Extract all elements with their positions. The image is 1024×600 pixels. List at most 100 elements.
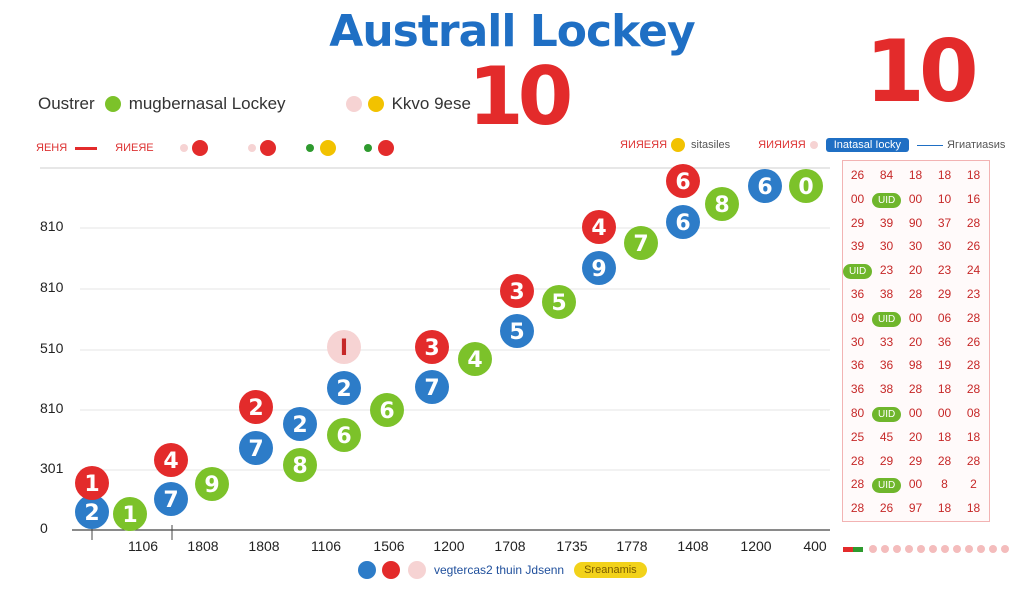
- data-point-marker: [789, 169, 823, 203]
- grid-cell: 20: [908, 263, 923, 278]
- legend-row-2: ЯЕНЯ ЯИЕЯЕ: [36, 140, 394, 156]
- pink-dot-icon: [179, 144, 188, 152]
- grid-cell: 8: [941, 477, 948, 492]
- grid-cell: 18: [937, 429, 952, 444]
- x-tick-label: 1106: [310, 538, 342, 554]
- blue-line-icon: [917, 144, 944, 146]
- grid-cell: 30: [908, 239, 923, 254]
- pink-dot-icon: [247, 144, 256, 152]
- y-tick-label: 810: [40, 400, 64, 416]
- data-point-marker: [370, 393, 404, 427]
- data-point: 2: [327, 371, 361, 405]
- grid-cell: 28: [850, 501, 865, 516]
- chart-title: Australl Lockey: [329, 6, 695, 57]
- grid-cell: 28: [908, 287, 923, 301]
- data-point-marker: [75, 466, 109, 500]
- grid-cell: 28: [966, 358, 981, 373]
- data-point-marker: [415, 330, 449, 364]
- big-number-center: 10: [468, 50, 573, 143]
- grid-cell: 00: [908, 477, 923, 492]
- data-point-label: 2: [84, 501, 99, 526]
- legend-label-r1: ЯИЯЕЯЯ: [620, 139, 668, 151]
- data-point-label: 3: [509, 280, 524, 305]
- grid-cell: 26: [966, 334, 981, 349]
- data-point-label: 2: [336, 377, 351, 402]
- data-point: 6: [666, 164, 700, 198]
- grid-cell: 23: [879, 263, 894, 278]
- data-point-marker: [327, 418, 361, 452]
- x-tick-label: 1735: [556, 538, 588, 554]
- data-point-label: 4: [163, 449, 178, 474]
- grid-cell: 36: [937, 334, 952, 349]
- data-point: 3: [415, 330, 449, 364]
- data-point-label: 5: [509, 320, 524, 345]
- data-point-marker: [283, 407, 317, 441]
- data-point: 5: [542, 285, 576, 319]
- grid-dot-row: [843, 540, 1013, 558]
- data-point-label: 0: [798, 175, 813, 200]
- footer-pill: Sreanamis: [574, 562, 647, 578]
- data-point-marker: [748, 169, 782, 203]
- data-point-label: 8: [292, 454, 307, 479]
- grid-cell-pill: UID: [872, 478, 902, 494]
- data-point-label: 2: [248, 396, 263, 421]
- data-point-marker: [327, 371, 361, 405]
- grid-cell: 26: [966, 239, 981, 254]
- grid-cell: 97: [908, 501, 923, 516]
- data-point-label: 3: [424, 336, 439, 361]
- legend-label-mid: ЯИЕЯЕ: [115, 142, 154, 154]
- grid-cell: 20: [908, 334, 923, 349]
- red-dot-icon: [382, 561, 400, 579]
- x-tick-label: 1708: [494, 538, 526, 554]
- y-tick-label: 810: [40, 218, 64, 234]
- grid-cell-pill: UID: [872, 407, 902, 422]
- x-tick-label: 1778: [616, 538, 648, 554]
- data-point: 6: [748, 169, 782, 203]
- legend-item-1: Oustrer: [38, 94, 95, 113]
- grid-cell: 30: [937, 239, 952, 254]
- x-tick-label: 400: [803, 538, 827, 554]
- yellow-dot-icon: [671, 138, 686, 152]
- grid-cell: 18: [966, 429, 981, 444]
- pink-dot-icon: [917, 545, 925, 553]
- pink-dot-icon: [893, 545, 901, 553]
- grid-cell: 37: [937, 215, 952, 230]
- data-point-label: 6: [675, 170, 690, 195]
- legend-pill: Inatasal Iocky: [825, 138, 910, 152]
- data-point-marker: [705, 187, 739, 221]
- grid-cell: 33: [879, 334, 894, 349]
- data-point-label: 1: [122, 503, 137, 528]
- green-dot-icon: [305, 144, 314, 152]
- pink-dot-icon: [965, 545, 973, 553]
- grid-cell: UID: [872, 473, 902, 496]
- grid-cell: 29: [937, 287, 952, 301]
- grid-cell: 39: [850, 239, 865, 254]
- data-point-label: 4: [467, 348, 482, 373]
- data-point: 2: [75, 495, 109, 529]
- data-point-marker: [283, 448, 317, 482]
- grid-cell: 28: [908, 382, 923, 397]
- grid-cell: 2: [970, 477, 977, 492]
- data-point-marker: [327, 330, 361, 364]
- data-point-label: I: [340, 336, 348, 361]
- data-point: 4: [458, 342, 492, 376]
- grid-cell: UID: [843, 259, 873, 282]
- grid-cell: 09: [850, 310, 865, 325]
- legend-row: Oustrer mugbernasal Lockey Kkvo 9ese: [38, 94, 471, 114]
- data-point: 6: [370, 393, 404, 427]
- pink-dot-icon: [953, 545, 961, 553]
- grid-cell: 18: [937, 168, 952, 182]
- grid-cell: 28: [937, 453, 952, 468]
- data-point: 2: [239, 390, 273, 424]
- grid-cell: 00: [908, 406, 923, 420]
- grid-cell: 28: [850, 453, 865, 468]
- grid-cell: 23: [937, 263, 952, 278]
- red-dot-icon: [191, 140, 208, 156]
- grid-cell: 10: [937, 191, 952, 206]
- grid-cell: 24: [966, 263, 981, 278]
- pink-dot-icon: [905, 545, 913, 553]
- pink-dot-icon: [809, 141, 818, 149]
- data-point: 9: [195, 467, 229, 501]
- grid-cell-pill: UID: [872, 192, 902, 208]
